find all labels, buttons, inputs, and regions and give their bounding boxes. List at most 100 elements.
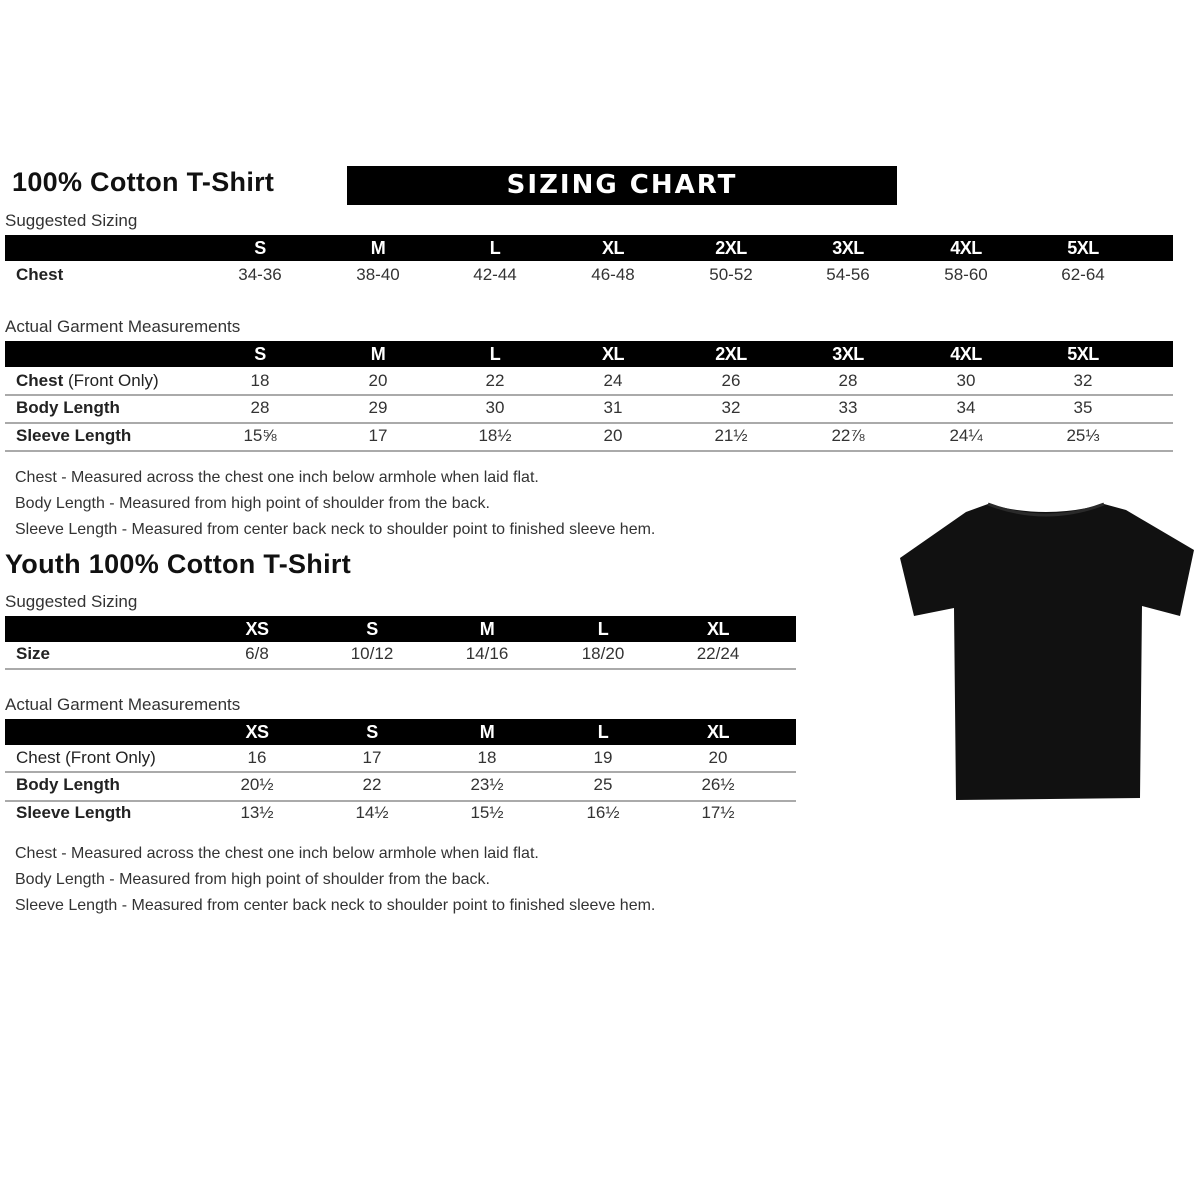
size-header-s: S (366, 619, 378, 639)
row-label: Body Length (16, 398, 120, 418)
table-cell: 62-64 (1061, 265, 1105, 284)
row-label-text: Chest (16, 265, 64, 284)
adult-actual-label: Actual Garment Measurements (5, 317, 241, 336)
table-cell: 34-36 (238, 265, 282, 284)
table-cell: 46-48 (591, 265, 635, 284)
table-cell: 26 (721, 371, 741, 390)
table-cell: 18 (477, 748, 497, 767)
size-header-l: L (597, 619, 609, 639)
table-cell: 17 (362, 748, 382, 767)
table-cell: 35 (1073, 398, 1093, 417)
table-cell: 42-44 (473, 265, 517, 284)
size-header-bar: XS S M L XL (5, 616, 796, 642)
size-header-xs: XS (245, 619, 269, 639)
table-cell: 15½ (470, 803, 504, 822)
row-label: Chest (Front Only) (16, 371, 159, 391)
table-cell: 26½ (701, 775, 735, 794)
row-divider (5, 422, 1173, 424)
row-label-text: Chest (16, 371, 64, 390)
youth-actual-label: Actual Garment Measurements (5, 695, 241, 714)
table-cell: 22⅞ (831, 426, 865, 445)
table-cell: 19 (593, 748, 613, 767)
table-cell: 6/8 (245, 644, 269, 663)
size-header-m: M (370, 344, 386, 364)
size-header-s: S (254, 344, 266, 364)
row-divider (5, 450, 1173, 452)
youth-note-chest: Chest - Measured across the chest one in… (15, 845, 539, 862)
table-cell: 34 (956, 398, 976, 417)
table-cell: 30 (485, 398, 505, 417)
size-header-2xl: 2XL (715, 344, 747, 364)
table-cell: 30 (956, 371, 976, 390)
size-header-xl: XL (601, 344, 625, 364)
size-header-l: L (597, 722, 609, 742)
row-label: Body Length (16, 775, 120, 795)
row-divider (5, 800, 796, 802)
sizing-chart-banner: SIZING CHART (347, 166, 897, 205)
table-cell: 15⅝ (243, 426, 277, 445)
size-header-l: L (489, 238, 501, 258)
size-header-bar: S M L XL 2XL 3XL 4XL 5XL (5, 235, 1173, 261)
size-header-s: S (254, 238, 266, 258)
adult-note-body: Body Length - Measured from high point o… (15, 495, 490, 512)
youth-title: Youth 100% Cotton T-Shirt (5, 549, 351, 579)
table-cell: 14½ (355, 803, 389, 822)
table-cell: 23½ (470, 775, 504, 794)
size-header-bar: XS S M L XL (5, 719, 796, 745)
youth-note-body: Body Length - Measured from high point o… (15, 871, 490, 888)
table-cell: 25⅓ (1066, 426, 1100, 445)
table-cell: 10/12 (350, 644, 394, 663)
row-label: Chest (16, 265, 63, 285)
size-header-3xl: 3XL (832, 238, 864, 258)
row-label-text: Body Length (16, 398, 120, 417)
adult-suggested-label: Suggested Sizing (5, 211, 138, 230)
table-cell: 21½ (714, 426, 748, 445)
size-header-m: M (370, 238, 386, 258)
adult-note-chest: Chest - Measured across the chest one in… (15, 469, 539, 486)
table-cell: 20 (708, 748, 728, 767)
row-divider (5, 771, 796, 773)
row-label-text: Chest (Front Only) (16, 748, 156, 767)
size-header-m: M (479, 722, 495, 742)
table-cell: 32 (1073, 371, 1093, 390)
row-label: Size (16, 644, 50, 664)
adult-note-sleeve: Sleeve Length - Measured from center bac… (15, 521, 656, 538)
table-cell: 32 (721, 398, 741, 417)
size-header-l: L (489, 344, 501, 364)
table-cell: 20 (368, 371, 388, 390)
table-cell: 33 (838, 398, 858, 417)
row-label: Sleeve Length (16, 803, 131, 823)
table-cell: 22 (485, 371, 505, 390)
table-cell: 17 (368, 426, 388, 445)
size-header-xl: XL (706, 619, 730, 639)
row-label-text: Size (16, 644, 51, 663)
table-cell: 24 (603, 371, 623, 390)
size-header-3xl: 3XL (832, 344, 864, 364)
table-cell: 14/16 (465, 644, 509, 663)
adult-title: 100% Cotton T-Shirt (12, 167, 275, 197)
table-cell: 20½ (240, 775, 274, 794)
table-cell: 22 (362, 775, 382, 794)
table-cell: 17½ (701, 803, 735, 822)
table-cell: 50-52 (709, 265, 753, 284)
size-header-4xl: 4XL (950, 344, 982, 364)
table-cell: 38-40 (356, 265, 400, 284)
table-cell: 31 (603, 398, 623, 417)
size-header-m: M (479, 619, 495, 639)
table-cell: 13½ (240, 803, 274, 822)
table-cell: 28 (838, 371, 858, 390)
size-header-5xl: 5XL (1067, 344, 1099, 364)
table-cell: 22/24 (696, 644, 740, 663)
table-cell: 18 (250, 371, 270, 390)
table-cell: 24¼ (949, 426, 983, 445)
table-cell: 18/20 (581, 644, 625, 663)
size-header-s: S (366, 722, 378, 742)
table-cell: 28 (250, 398, 270, 417)
table-cell: 29 (368, 398, 388, 417)
size-header-5xl: 5XL (1067, 238, 1099, 258)
table-cell: 16½ (586, 803, 620, 822)
row-label: Sleeve Length (16, 426, 131, 446)
row-label-note: (Front Only) (63, 371, 159, 390)
table-cell: 20 (603, 426, 623, 445)
